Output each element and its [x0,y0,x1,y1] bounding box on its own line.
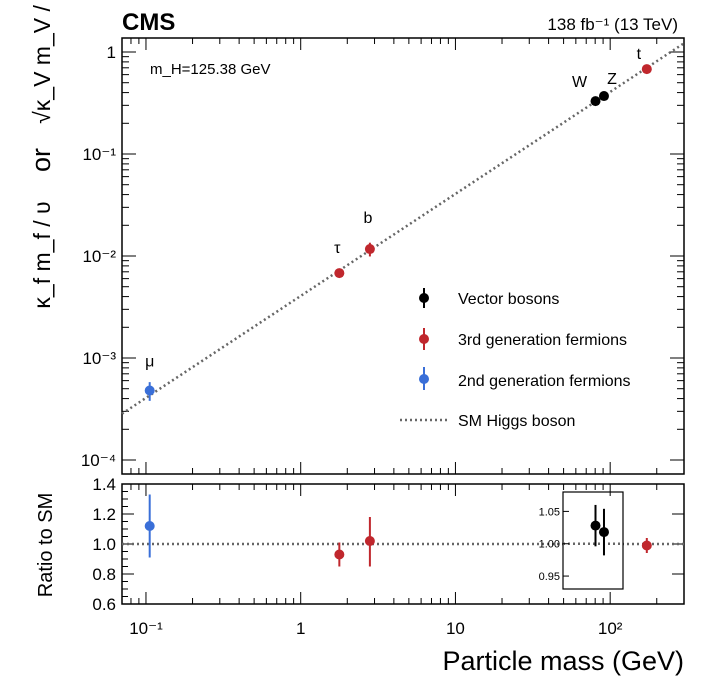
inset-y-tick-label: 1.00 [539,539,560,551]
luminosity-label: 138 fb⁻¹ (13 TeV) [547,15,678,34]
top-plot-area: W Zτ b t μ [121,42,685,415]
y-tick-label-top: 10⁻¹ [82,145,116,164]
x-tick-label: 10 [446,619,465,638]
data-point [364,244,375,255]
y-tick-label-bottom: 1.0 [92,535,116,554]
legend-entry-3rd-gen: 3rd generation fermions [419,328,627,350]
top-y-axis-title: κ_f m_f / υ or √κ_V m_V / υ [26,0,56,309]
data-point [641,64,652,75]
legend-label-vector-bosons: Vector bosons [458,291,559,308]
inset-y-tick-label: 1.05 [539,506,560,518]
particle-label: W [572,74,588,91]
particle-label: τ [334,240,341,257]
particle-label: μ [145,354,154,371]
bottom-y-ticks: 0.6 0.8 1.0 1.2 1.4 [92,475,684,614]
legend-label-3rd-gen: 3rd generation fermions [458,332,627,349]
data-point [144,385,155,396]
x-tick-label: 1 [296,619,305,638]
y-tick-label-bottom: 1.2 [92,505,116,524]
x-tick-label: 10⁻¹ [129,619,163,638]
ratio-point [144,521,155,531]
data-point [598,91,609,102]
experiment-label: CMS [122,9,175,36]
x-axis-title: Particle mass (GeV) [442,646,684,676]
x-axis-ticks: 10⁻¹ 1 10 10² [121,38,685,638]
ratio-point [334,549,345,560]
bottom-plot-area [122,494,684,567]
y-tick-label-bottom: 0.6 [92,595,116,614]
legend-label-2nd-gen: 2nd generation fermions [458,373,631,390]
ratio-point [641,540,652,551]
y-tick-label-bottom: 1.4 [92,475,116,494]
inset-frame [562,491,624,590]
legend-entry-sm-higgs: SM Higgs boson [400,413,575,430]
sm-higgs-line [121,42,685,415]
data-point [590,96,601,107]
y-tick-label-bottom: 0.8 [92,565,116,584]
y-tick-label-top: 10⁻⁴ [81,451,116,470]
particle-label: Z [607,71,617,88]
data-point [334,268,345,279]
inset-y-tick-label: 0.95 [539,571,560,583]
y-tick-label-top: 10⁻³ [82,349,116,368]
legend: Vector bosons 3rd generation fermions 2n… [400,288,631,430]
particle-label: b [363,210,372,227]
y-tick-label-top: 10⁻² [82,247,116,266]
inset-plot-area: 0.95 1.00 1.05 [539,504,623,583]
y-tick-label-top: 1 [107,43,116,62]
legend-entry-vector-bosons: Vector bosons [419,288,559,308]
higgs-mass-annotation: m_H=125.38 GeV [150,61,271,78]
inset-point [590,520,601,531]
legend-label-sm-higgs: SM Higgs boson [458,413,575,430]
top-y-ticks: 10⁻⁴ 10⁻³ 10⁻² 10⁻¹ 1 [81,43,684,470]
top-ylabel-part1: κ_f m_f / υ [29,201,55,308]
legend-entry-2nd-gen: 2nd generation fermions [419,367,631,390]
top-ylabel-or: or [26,148,56,172]
particle-label: t [637,46,642,63]
x-tick-label: 10² [598,619,623,638]
top-ylabel-part2: √κ_V m_V / υ [29,0,55,124]
ratio-point [364,536,375,546]
inset-point [598,527,609,538]
bottom-y-axis-title: Ratio to SM [35,493,57,597]
